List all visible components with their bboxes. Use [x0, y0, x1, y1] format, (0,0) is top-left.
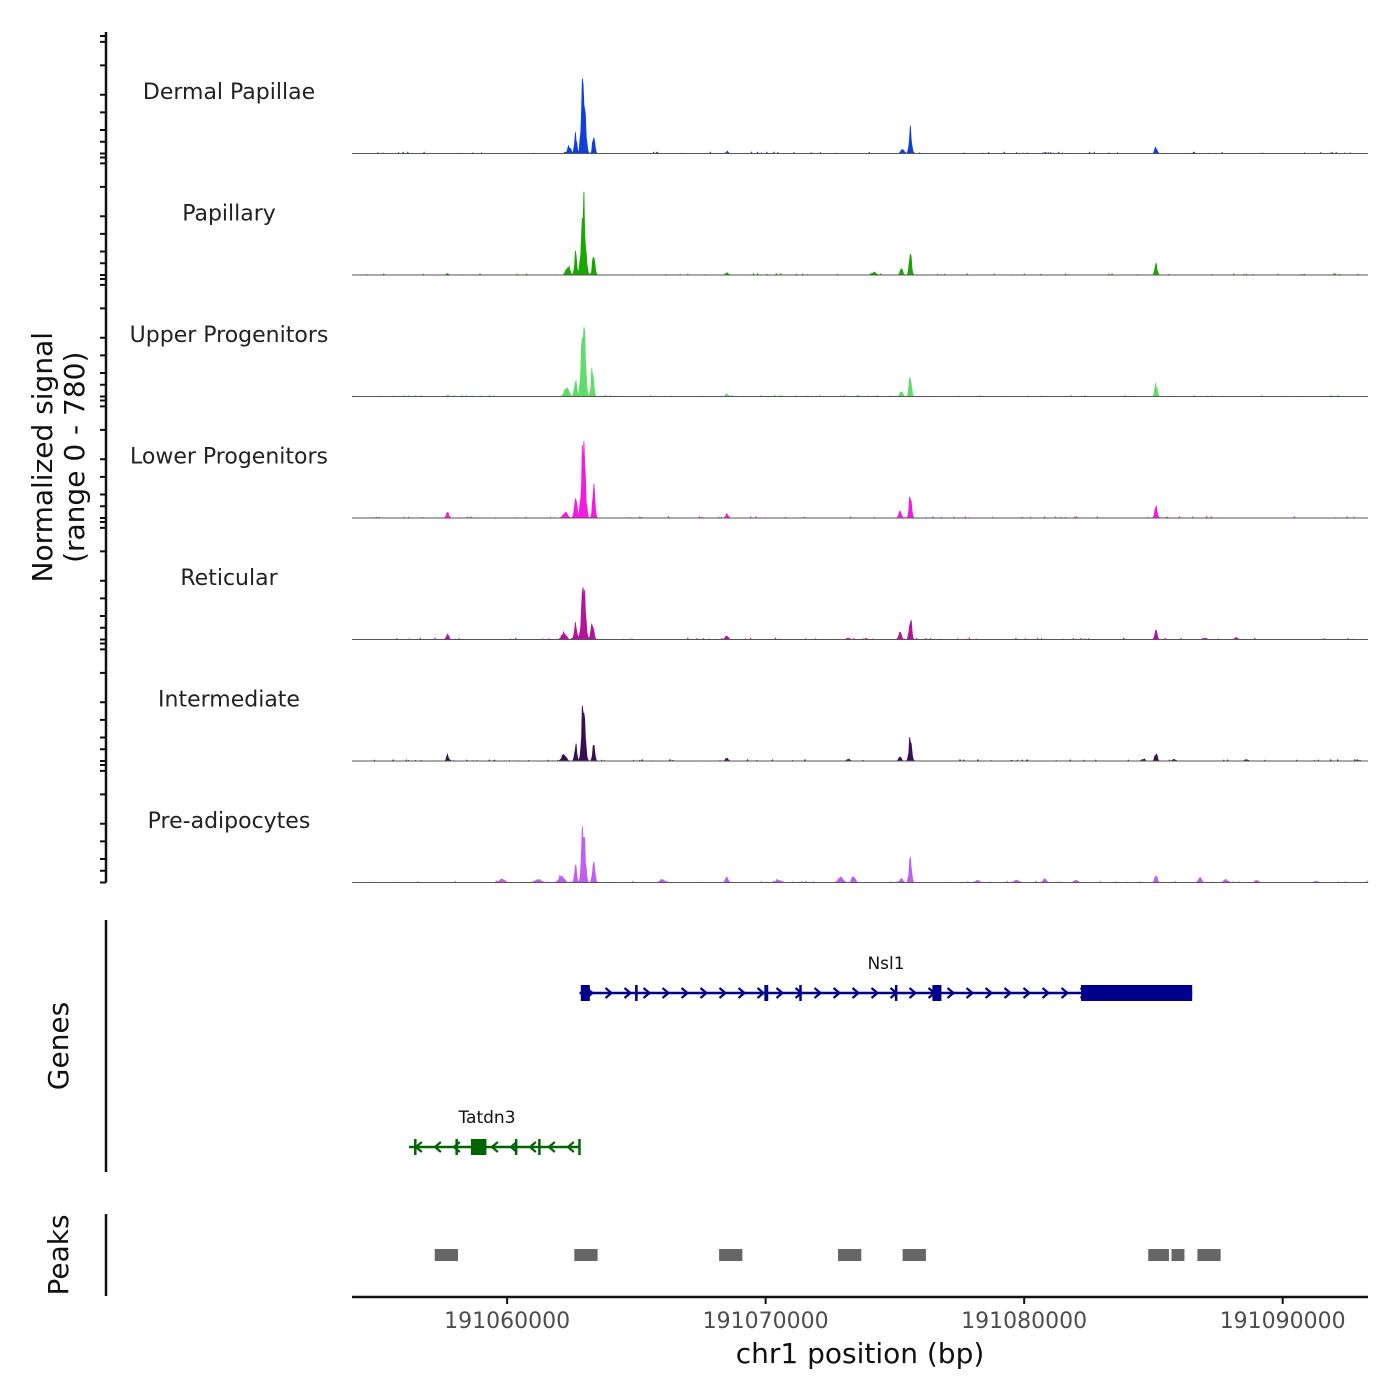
strand-chevron — [604, 987, 614, 999]
gene-exon — [455, 1139, 458, 1155]
gene-exon — [470, 1139, 487, 1155]
strand-chevron — [680, 987, 690, 999]
track-label: Papillary — [182, 202, 276, 227]
gene-exon — [578, 1139, 581, 1155]
strand-chevron — [547, 1141, 556, 1153]
gene-exon — [894, 985, 898, 1001]
strand-chevron — [984, 987, 994, 999]
strand-chevron — [813, 987, 823, 999]
genes-panel: Nsl1 Tatdn3 — [104, 920, 1193, 1172]
peaks-panel-title: Peaks — [42, 1214, 75, 1295]
strand-chevron — [528, 1141, 537, 1153]
x-tick-label: 191090000 — [1220, 1309, 1346, 1334]
gene-exon — [799, 985, 802, 1001]
track-label: Intermediate — [158, 688, 300, 713]
strand-chevron — [1003, 987, 1013, 999]
gene-label: Tatdn3 — [457, 1108, 515, 1128]
peak-region — [719, 1249, 743, 1261]
strand-chevron — [661, 987, 671, 999]
peaks-panel — [104, 1214, 1221, 1296]
peak-region — [1148, 1249, 1169, 1261]
coverage-area — [352, 441, 1368, 519]
coverage-area — [352, 78, 1368, 155]
track-upper-progenitors: Upper Progenitors — [130, 323, 1368, 398]
strand-chevron — [737, 987, 747, 999]
strand-chevron — [756, 987, 766, 999]
track-dermal-papillae: Dermal Papillae — [143, 78, 1368, 155]
coverage-area — [352, 705, 1368, 762]
track-lower-progenitors: Lower Progenitors — [130, 441, 1368, 519]
gene-exon — [414, 1139, 417, 1155]
track-label: Pre-adipocytes — [148, 809, 311, 834]
track-label: Lower Progenitors — [130, 445, 328, 470]
peak-region — [574, 1249, 598, 1261]
gene-exon — [764, 985, 769, 1001]
signal-y-axis — [100, 32, 108, 884]
coverage-area — [352, 191, 1368, 276]
coverage-tracks: Dermal Papillae Papillary Upper Progenitor… — [130, 78, 1369, 883]
genes-panel-title: Genes — [42, 1002, 75, 1090]
coverage-area — [352, 826, 1369, 883]
strand-chevron — [851, 987, 861, 999]
x-axis-title: chr1 position (bp) — [736, 1337, 985, 1370]
strand-chevron — [870, 987, 880, 999]
track-label: Reticular — [180, 566, 278, 591]
gene-exon — [932, 985, 942, 1001]
strand-chevron — [433, 1141, 442, 1153]
y-axis-title-line-2: (range 0 - 780) — [58, 352, 91, 563]
gene-exon — [580, 985, 590, 1001]
strand-chevron — [490, 1141, 499, 1153]
strand-chevron — [718, 987, 728, 999]
coverage-area — [352, 327, 1368, 398]
track-pre-adipocytes: Pre-adipocytes — [148, 809, 1369, 883]
peak-region — [1171, 1249, 1185, 1261]
peak-region — [902, 1249, 926, 1261]
strand-chevron — [566, 1141, 575, 1153]
x-tick-label: 191080000 — [961, 1309, 1087, 1334]
track-papillary: Papillary — [182, 191, 1368, 276]
strand-chevron — [1022, 987, 1032, 999]
strand-chevron — [642, 987, 652, 999]
track-label: Dermal Papillae — [143, 80, 315, 105]
coverage-area — [352, 587, 1368, 641]
strand-chevron — [1060, 987, 1070, 999]
track-intermediate: Intermediate — [158, 688, 1368, 762]
gene-label: Nsl1 — [867, 954, 904, 974]
gene-nsl1: Nsl1 — [579, 954, 1193, 1001]
gene-tatdn3: Tatdn3 — [408, 1108, 581, 1155]
track-label: Upper Progenitors — [130, 323, 329, 348]
strand-chevron — [1041, 987, 1051, 999]
strand-chevron — [699, 987, 709, 999]
strand-chevron — [832, 987, 842, 999]
peak-region — [838, 1249, 862, 1261]
y-axis-title-line-1: Normalized signal — [26, 332, 59, 583]
gene-exon — [635, 985, 638, 1001]
strand-chevron — [623, 987, 633, 999]
strand-chevron — [908, 987, 918, 999]
peak-region — [434, 1249, 458, 1261]
gene-exon — [1081, 985, 1193, 1001]
gene-exon — [538, 1139, 541, 1155]
x-axis: 191060000 191070000 191080000 191090000 — [352, 1295, 1368, 1334]
x-tick-label: 191070000 — [703, 1309, 829, 1334]
strand-chevron — [775, 987, 785, 999]
strand-chevron — [946, 987, 956, 999]
track-reticular: Reticular — [180, 566, 1368, 641]
peak-region — [1197, 1249, 1221, 1261]
strand-chevron — [965, 987, 975, 999]
x-tick-label: 191060000 — [444, 1309, 570, 1334]
gene-exon — [514, 1139, 518, 1155]
